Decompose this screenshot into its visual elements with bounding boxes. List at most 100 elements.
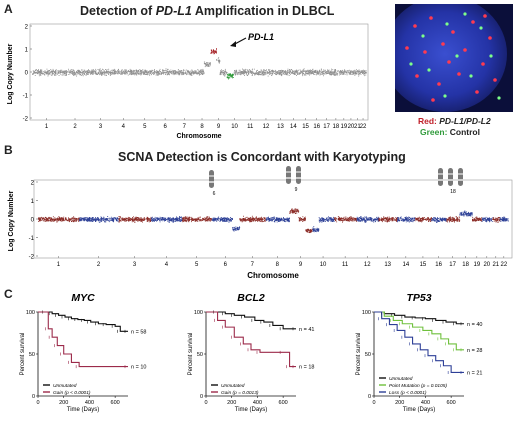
cn-point: [143, 73, 145, 75]
cn-point: [286, 73, 288, 75]
cn-point: [305, 218, 306, 219]
cn-point: [283, 71, 285, 73]
cn-point: [75, 71, 77, 73]
cn-point: [291, 210, 293, 212]
cn-point: [305, 70, 307, 72]
cn-point: [253, 72, 255, 74]
cn-point: [372, 218, 373, 220]
cn-point: [190, 218, 192, 220]
cn-point: [157, 70, 159, 72]
cn-point: [357, 220, 359, 222]
cn-point: [234, 70, 236, 71]
cn-point: [115, 72, 116, 74]
cn-point: [179, 220, 181, 222]
cn-point: [312, 230, 314, 232]
cn-point: [125, 72, 127, 73]
cn-point: [104, 72, 105, 74]
cn-point: [91, 69, 93, 71]
cn-point: [206, 65, 208, 67]
cn-point: [312, 73, 314, 74]
cn-point: [97, 218, 99, 220]
cn-point: [317, 230, 319, 232]
cn-point: [244, 70, 246, 72]
cn-point: [251, 71, 253, 72]
cn-point: [169, 71, 171, 72]
cn-point: [253, 219, 255, 221]
cn-point: [103, 219, 105, 221]
cn-point: [173, 217, 174, 219]
cn-point: [167, 217, 169, 219]
cn-point: [138, 219, 140, 221]
cn-point: [287, 72, 289, 74]
cn-point: [299, 69, 301, 71]
cn-point: [413, 217, 415, 219]
cn-point: [127, 218, 128, 219]
cn-point: [384, 220, 386, 222]
cn-point: [124, 73, 125, 75]
cn-point: [284, 219, 286, 221]
cn-point: [307, 228, 309, 230]
cn-point: [144, 71, 146, 73]
cn-point: [270, 219, 272, 221]
cn-point: [242, 68, 243, 70]
cn-point: [277, 71, 279, 73]
cn-point: [278, 220, 280, 222]
cn-point: [308, 70, 310, 71]
cn-point: [188, 72, 190, 74]
cn-point: [185, 216, 187, 218]
cn-point: [187, 70, 189, 72]
cn-point: [185, 217, 187, 219]
cn-point: [175, 70, 176, 72]
cn-point: [169, 218, 171, 220]
cn-point: [161, 218, 163, 220]
cn-point: [114, 71, 116, 72]
cn-point: [232, 228, 234, 230]
cn-point: [192, 73, 194, 75]
cn-point: [356, 216, 358, 218]
cn-point: [334, 71, 335, 73]
cn-point: [272, 217, 273, 218]
cn-point: [213, 49, 214, 51]
cn-point: [237, 228, 238, 230]
cn-point: [344, 73, 346, 75]
cn-point: [286, 72, 287, 74]
cn-point: [238, 227, 240, 229]
cn-point: [294, 74, 296, 75]
cn-point: [259, 74, 261, 76]
cn-point: [189, 217, 190, 219]
cn-point: [259, 217, 261, 219]
cn-point: [363, 218, 365, 220]
cn-point: [288, 71, 290, 72]
cn-point: [61, 220, 63, 222]
cn-point: [337, 74, 338, 76]
cn-point: [344, 219, 346, 221]
cn-point: [329, 218, 331, 220]
cn-point: [355, 73, 357, 75]
cn-point: [153, 72, 155, 74]
cn-point: [244, 70, 246, 72]
cn-point: [226, 72, 228, 74]
cn-point: [262, 73, 264, 75]
cn-point: [72, 221, 74, 222]
cn-point: [293, 212, 295, 213]
cn-point: [101, 72, 103, 74]
cn-point: [252, 220, 254, 222]
cn-point: [250, 72, 252, 73]
cn-point: [121, 71, 122, 73]
cn-point: [140, 218, 142, 220]
cn-point: [39, 219, 41, 221]
cn-point: [211, 52, 213, 54]
cn-point: [225, 71, 227, 73]
cn-point: [191, 217, 193, 219]
cn-point: [111, 72, 112, 73]
cn-point: [333, 221, 335, 222]
cn-point: [38, 75, 40, 77]
cn-point: [176, 220, 178, 222]
cn-point: [318, 228, 320, 230]
fish-red-signal: [463, 48, 467, 52]
cn-point: [298, 73, 300, 75]
cn-point: [86, 71, 88, 73]
cn-point: [41, 71, 43, 73]
cn-point: [57, 219, 59, 221]
cn-point: [135, 217, 136, 219]
